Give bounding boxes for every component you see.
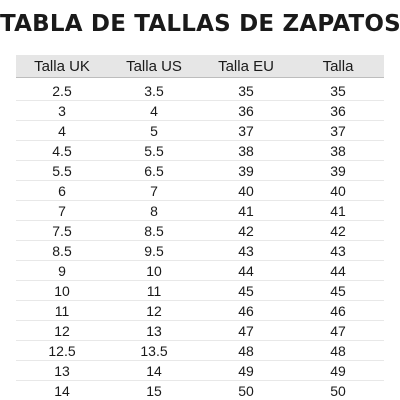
- cell-us: 15: [146, 382, 162, 399]
- cell-uk: 6: [16, 180, 108, 201]
- column-header-us: Talla US: [108, 55, 200, 78]
- cell-us: 12: [108, 300, 200, 321]
- cell-talla: 40: [292, 180, 384, 201]
- cell-talla: 36: [292, 100, 384, 121]
- cell-eu: 45: [200, 280, 292, 301]
- cell-us: 4: [108, 100, 200, 121]
- cell-eu: 39: [200, 160, 292, 181]
- cell-talla: 49: [292, 360, 384, 381]
- cell-talla: 44: [292, 260, 384, 281]
- cell-us: 9.5: [108, 240, 200, 261]
- cell-eu: 40: [200, 180, 292, 201]
- cell-talla: 48: [292, 340, 384, 361]
- cell-us: 13: [108, 320, 200, 341]
- cell-uk: 4: [16, 120, 108, 141]
- cell-talla: 38: [292, 140, 384, 161]
- cell-us: 13.5: [108, 340, 200, 361]
- cell-us: 10: [108, 260, 200, 281]
- column-header-talla: Talla: [292, 55, 384, 78]
- cell-uk: 12.5: [16, 340, 108, 361]
- cell-talla: 35: [292, 81, 384, 101]
- cell-uk: 4.5: [16, 140, 108, 161]
- table-header-row: Talla UK Talla US Talla EU Talla: [16, 55, 384, 78]
- cell-eu: 41: [200, 200, 292, 221]
- cell-uk: 7: [16, 200, 108, 221]
- cell-eu: 36: [200, 100, 292, 121]
- cell-us: 5.5: [108, 140, 200, 161]
- table-row: 12 13 47 47: [16, 320, 384, 341]
- cell-talla: 42: [292, 220, 384, 241]
- cell-uk: 11: [16, 300, 108, 321]
- cell-uk: 5.5: [16, 160, 108, 181]
- cell-eu: 46: [200, 300, 292, 321]
- cell-eu: 48: [200, 340, 292, 361]
- cell-uk: 7.5: [16, 220, 108, 241]
- table-row: 4.5 5.5 38 38: [16, 140, 384, 161]
- table-row: 14 15 50 50: [16, 381, 384, 400]
- column-header-eu: Talla EU: [200, 55, 292, 78]
- cell-uk: 2.5: [16, 81, 108, 101]
- cell-us: 8: [108, 200, 200, 221]
- cell-talla: 46: [292, 300, 384, 321]
- cell-uk: 9: [16, 260, 108, 281]
- cell-eu: 38: [200, 140, 292, 161]
- cell-us: 6.5: [108, 160, 200, 181]
- cell-talla: 50: [330, 382, 346, 399]
- cell-us: 3.5: [108, 81, 200, 101]
- table-row: 2.5 3.5 35 35: [16, 81, 384, 101]
- table-row: 7.5 8.5 42 42: [16, 220, 384, 241]
- cell-us: 7: [108, 180, 200, 201]
- cell-uk: 10: [16, 280, 108, 301]
- table-row: 5.5 6.5 39 39: [16, 160, 384, 181]
- table-row: 9 10 44 44: [16, 260, 384, 281]
- cell-eu: 49: [200, 360, 292, 381]
- cell-us: 8.5: [108, 220, 200, 241]
- cell-eu: 37: [200, 120, 292, 141]
- table-row: 12.5 13.5 48 48: [16, 340, 384, 361]
- cell-us: 14: [108, 360, 200, 381]
- table-row: 11 12 46 46: [16, 300, 384, 321]
- cell-talla: 37: [292, 120, 384, 141]
- table-body: 2.5 3.5 35 35 3 4 36 36 4 5 37 37 4.5 5.5 38 38 5.5 6.5 39…: [16, 78, 384, 400]
- cell-uk: 14: [54, 382, 70, 399]
- cell-eu: 35: [200, 81, 292, 101]
- size-table: Talla UK Talla US Talla EU Talla 2.5 3.5 3…: [16, 55, 384, 400]
- cell-uk: 3: [16, 100, 108, 121]
- cell-us: 5: [108, 120, 200, 141]
- table-row: 8.5 9.5 43 43: [16, 240, 384, 261]
- table-row: 4 5 37 37: [16, 120, 384, 141]
- column-header-uk: Talla UK: [16, 55, 108, 78]
- cell-eu: 50: [238, 382, 254, 399]
- table-row: 3 4 36 36: [16, 100, 384, 121]
- table-row: 7 8 41 41: [16, 200, 384, 221]
- table-row: 6 7 40 40: [16, 180, 384, 201]
- cell-talla: 43: [292, 240, 384, 261]
- cell-us: 11: [108, 280, 200, 301]
- cell-talla: 39: [292, 160, 384, 181]
- cell-eu: 47: [200, 320, 292, 341]
- page-title: TABLA DE TALLAS DE ZAPATOS: [0, 11, 400, 37]
- cell-eu: 43: [200, 240, 292, 261]
- cell-eu: 42: [200, 220, 292, 241]
- table-row: 13 14 49 49: [16, 360, 384, 381]
- cell-talla: 41: [292, 200, 384, 221]
- cell-talla: 45: [292, 280, 384, 301]
- cell-uk: 12: [16, 320, 108, 341]
- cell-eu: 44: [200, 260, 292, 281]
- cell-uk: 13: [16, 360, 108, 381]
- cell-uk: 8.5: [16, 240, 108, 261]
- table-row: 10 11 45 45: [16, 280, 384, 301]
- cell-talla: 47: [292, 320, 384, 341]
